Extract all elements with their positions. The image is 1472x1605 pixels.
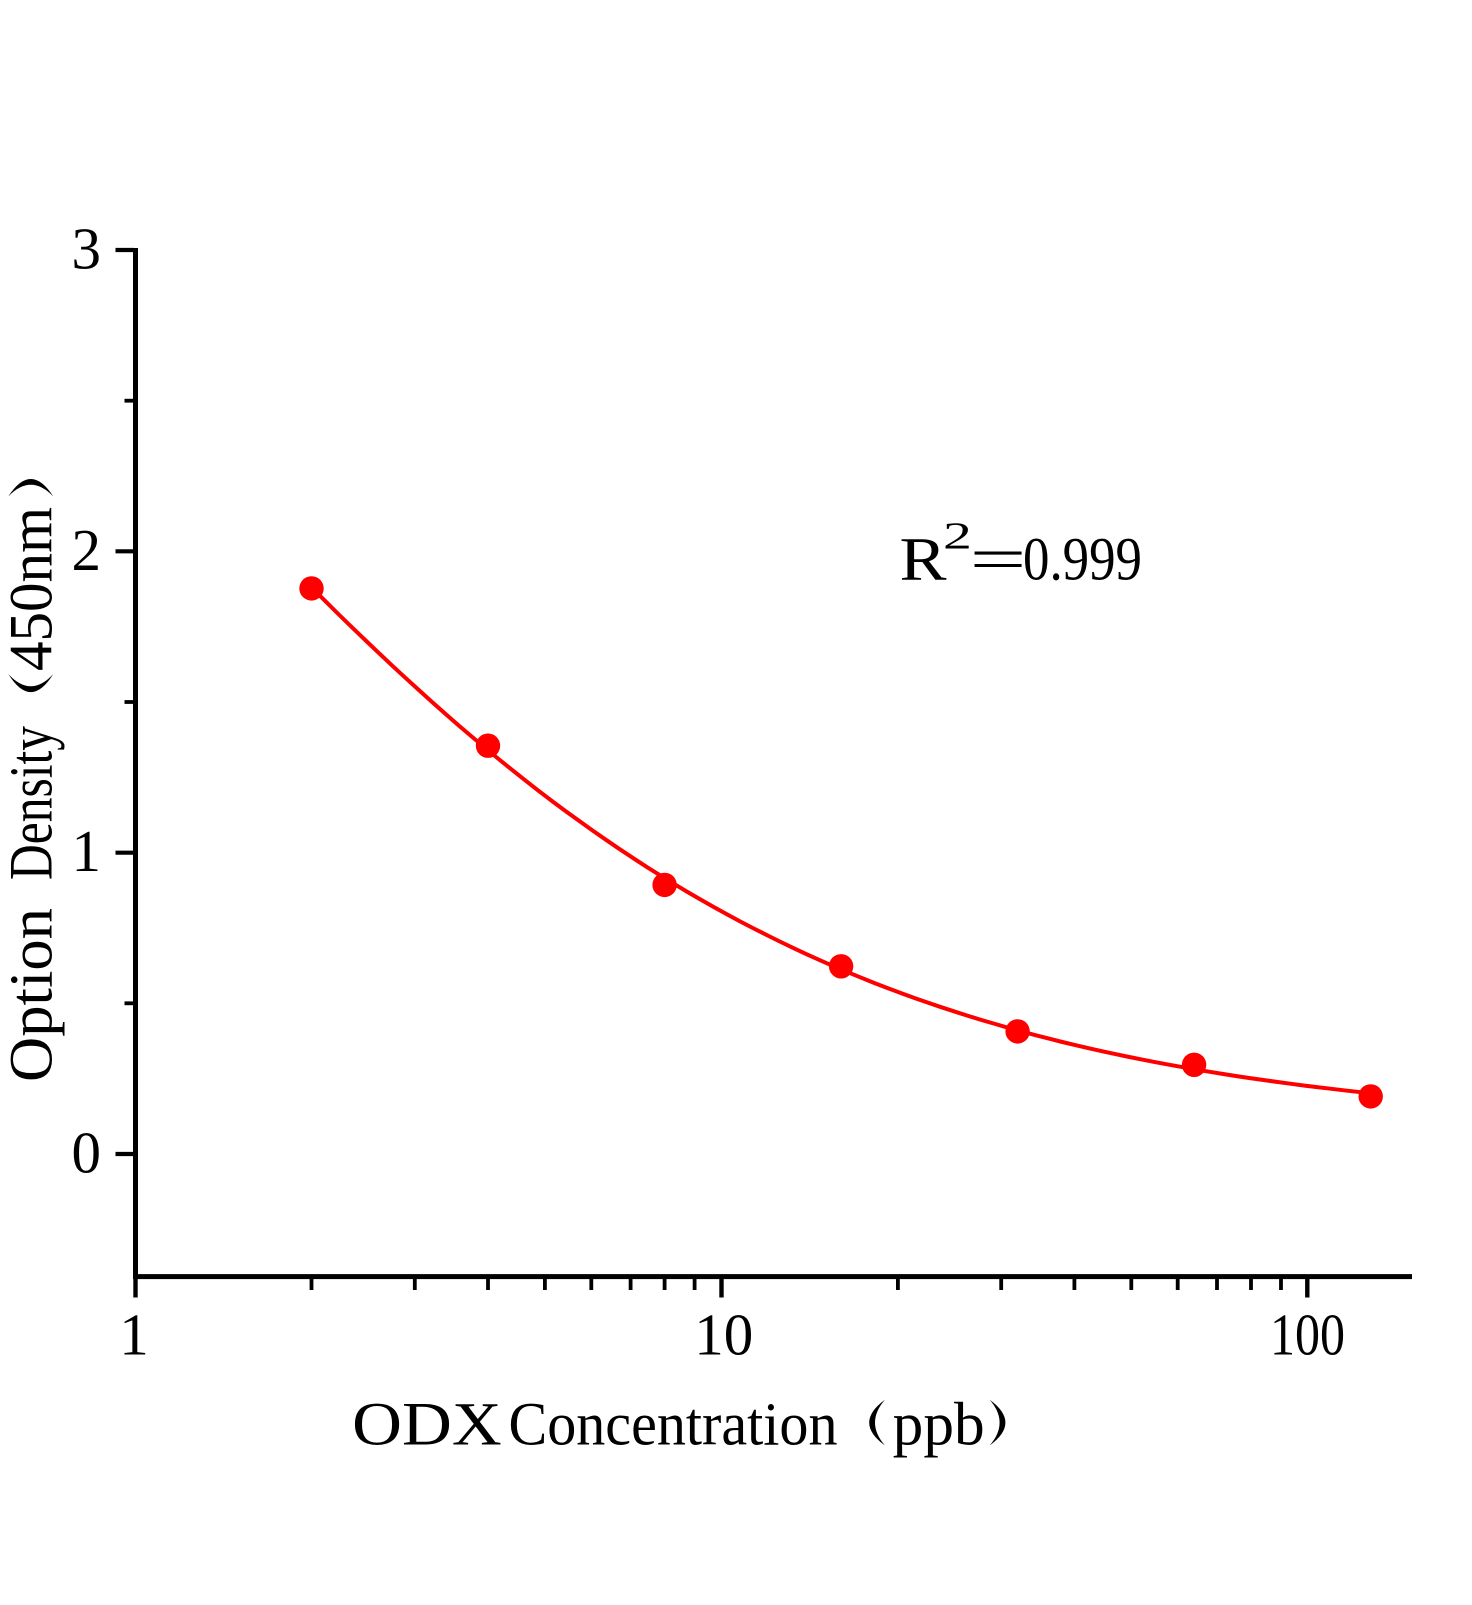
svg-text:450nm: 450nm [0, 507, 66, 671]
svg-text:2: 2 [943, 514, 972, 557]
svg-text:0: 0 [72, 1120, 102, 1186]
svg-text:2: 2 [72, 517, 102, 583]
svg-text:10: 10 [694, 1302, 753, 1368]
svg-text:Concentration: Concentration [509, 1392, 838, 1459]
svg-text:3: 3 [72, 216, 102, 282]
svg-text:Option: Option [0, 908, 66, 1082]
svg-text:=: = [970, 527, 1027, 594]
svg-text:0.999: 0.999 [1023, 527, 1142, 594]
svg-text:ODX: ODX [352, 1392, 502, 1459]
svg-text:R: R [900, 527, 947, 594]
svg-text:ppb: ppb [893, 1392, 985, 1459]
svg-text:1: 1 [119, 1302, 149, 1368]
svg-text:100: 100 [1270, 1302, 1345, 1368]
svg-text:1: 1 [72, 818, 102, 884]
svg-text:Density: Density [0, 726, 66, 880]
